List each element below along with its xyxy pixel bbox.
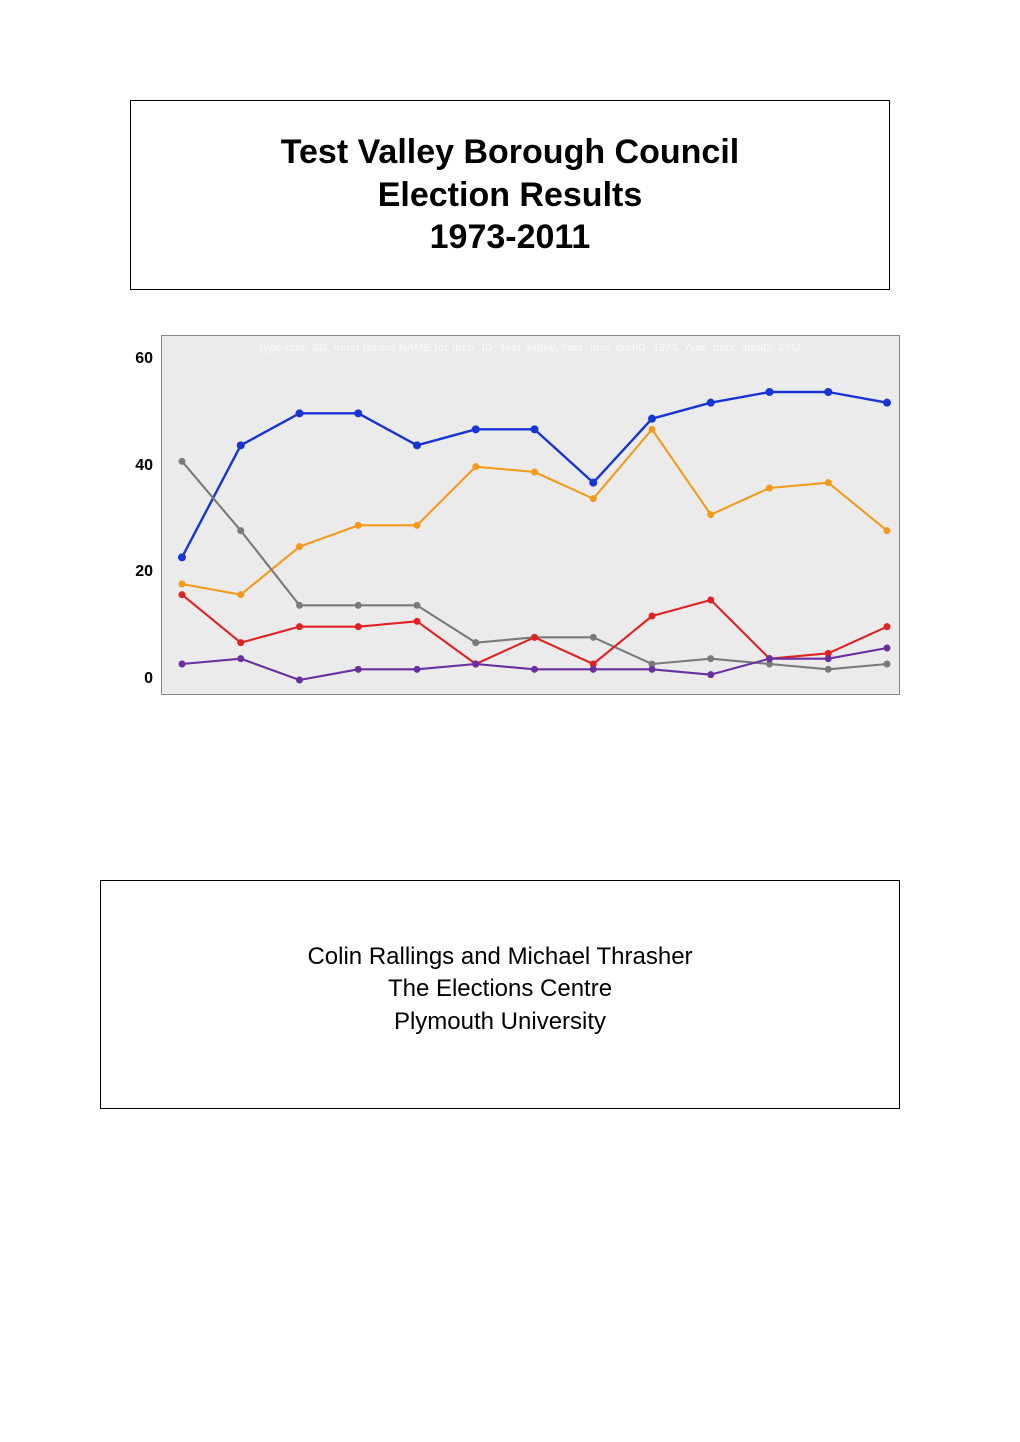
- series-point-purple: [179, 661, 186, 668]
- series-point-red: [649, 613, 656, 620]
- series-point-red: [179, 591, 186, 598]
- series-point-purple: [590, 666, 597, 673]
- series-point-purple: [355, 666, 362, 673]
- authors-line-3: Plymouth University: [394, 1008, 606, 1035]
- series-point-purple: [707, 671, 714, 678]
- series-point-blue: [354, 409, 362, 417]
- series-point-grey: [825, 666, 832, 673]
- chart-svg: [162, 336, 899, 694]
- series-point-orange: [355, 522, 362, 529]
- series-point-purple: [825, 655, 832, 662]
- y-axis: 0 20 40 60: [115, 335, 157, 695]
- series-point-blue: [648, 415, 656, 423]
- series-point-grey: [355, 602, 362, 609]
- authors-line-2: The Elections Centre: [388, 975, 612, 1002]
- title-box: Test Valley Borough Council Election Res…: [130, 100, 890, 290]
- y-axis-label: 0: [144, 670, 153, 688]
- series-point-blue: [296, 409, 304, 417]
- series-point-blue: [766, 388, 774, 396]
- series-line-purple: [182, 648, 887, 680]
- series-point-red: [414, 618, 421, 625]
- series-point-grey: [414, 602, 421, 609]
- authors-box: Colin Rallings and Michael Thrasher The …: [100, 880, 900, 1109]
- series-point-orange: [472, 463, 479, 470]
- title-line-3: 1973-2011: [430, 218, 591, 256]
- series-point-orange: [884, 527, 891, 534]
- series-line-red: [182, 595, 887, 664]
- series-point-blue: [824, 388, 832, 396]
- y-axis-label: 60: [135, 350, 153, 368]
- y-axis-label: 40: [135, 457, 153, 475]
- series-point-red: [237, 639, 244, 646]
- series-point-red: [355, 623, 362, 630]
- chart-container: 0 20 40 60 type-fcat: SD, most recent NAME …: [115, 330, 905, 720]
- series-point-grey: [884, 661, 891, 668]
- document-title: Test Valley Borough Council Election Res…: [151, 131, 869, 259]
- series-point-orange: [531, 469, 538, 476]
- series-point-grey: [237, 527, 244, 534]
- series-point-grey: [707, 655, 714, 662]
- series-point-orange: [237, 591, 244, 598]
- series-point-purple: [766, 655, 773, 662]
- series-point-orange: [707, 511, 714, 518]
- series-point-purple: [296, 677, 303, 684]
- series-point-blue: [413, 441, 421, 449]
- series-point-orange: [590, 495, 597, 502]
- series-point-grey: [296, 602, 303, 609]
- series-point-blue: [472, 425, 480, 433]
- series-point-purple: [531, 666, 538, 673]
- series-point-blue: [237, 441, 245, 449]
- series-point-orange: [414, 522, 421, 529]
- series-point-purple: [649, 666, 656, 673]
- series-point-red: [531, 634, 538, 641]
- series-point-orange: [766, 485, 773, 492]
- series-point-red: [707, 597, 714, 604]
- chart-plot-area: type-fcat: SD, most recent NAME for dist…: [161, 335, 900, 695]
- series-point-orange: [179, 581, 186, 588]
- title-line-1: Test Valley Borough Council: [281, 133, 739, 171]
- series-point-blue: [589, 479, 597, 487]
- y-axis-label: 20: [135, 563, 153, 581]
- series-point-grey: [472, 639, 479, 646]
- series-point-purple: [472, 661, 479, 668]
- authors-text: Colin Rallings and Michael Thrasher The …: [121, 941, 879, 1038]
- series-point-grey: [590, 634, 597, 641]
- authors-line-1: Colin Rallings and Michael Thrasher: [307, 943, 692, 970]
- series-point-orange: [649, 426, 656, 433]
- series-point-orange: [825, 479, 832, 486]
- series-point-red: [884, 623, 891, 630]
- series-point-blue: [707, 399, 715, 407]
- series-point-blue: [531, 425, 539, 433]
- series-point-purple: [414, 666, 421, 673]
- series-point-purple: [884, 645, 891, 652]
- series-point-blue: [883, 399, 891, 407]
- series-point-red: [296, 623, 303, 630]
- series-line-orange: [182, 429, 887, 594]
- title-line-2: Election Results: [378, 176, 643, 214]
- series-point-blue: [178, 553, 186, 561]
- series-point-purple: [237, 655, 244, 662]
- series-point-grey: [179, 458, 186, 465]
- series-point-orange: [296, 543, 303, 550]
